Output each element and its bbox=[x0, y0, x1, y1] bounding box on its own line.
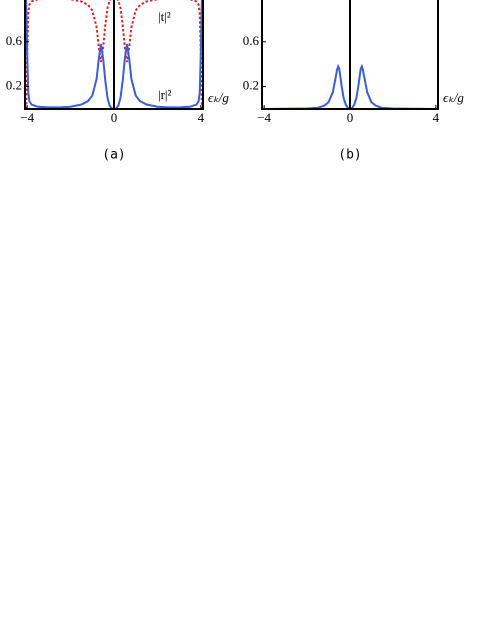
y-tick-label: 1 bbox=[253, 0, 260, 3]
x-axis-label: ϵₖ/g bbox=[208, 90, 229, 105]
series-label: |t|² bbox=[158, 9, 171, 24]
x-tick-label: −4 bbox=[20, 110, 34, 125]
x-tick-label: 0 bbox=[111, 110, 118, 125]
x-axis-label: ϵₖ/g bbox=[443, 90, 464, 105]
y-tick-label: 0.6 bbox=[6, 33, 23, 48]
y-tick-label: 0.2 bbox=[6, 78, 22, 93]
x-tick-label: 4 bbox=[198, 110, 205, 125]
panel-caption: (a) bbox=[102, 148, 125, 163]
x-tick-label: −4 bbox=[257, 110, 271, 125]
panel-caption: (b) bbox=[338, 148, 361, 163]
y-tick-label: 1 bbox=[16, 0, 23, 3]
series-label: |r|² bbox=[158, 87, 172, 102]
x-tick-label: 0 bbox=[347, 110, 354, 125]
y-tick-label: 0.2 bbox=[243, 78, 259, 93]
x-tick-label: 4 bbox=[433, 110, 440, 125]
y-tick-label: 0.6 bbox=[243, 33, 260, 48]
